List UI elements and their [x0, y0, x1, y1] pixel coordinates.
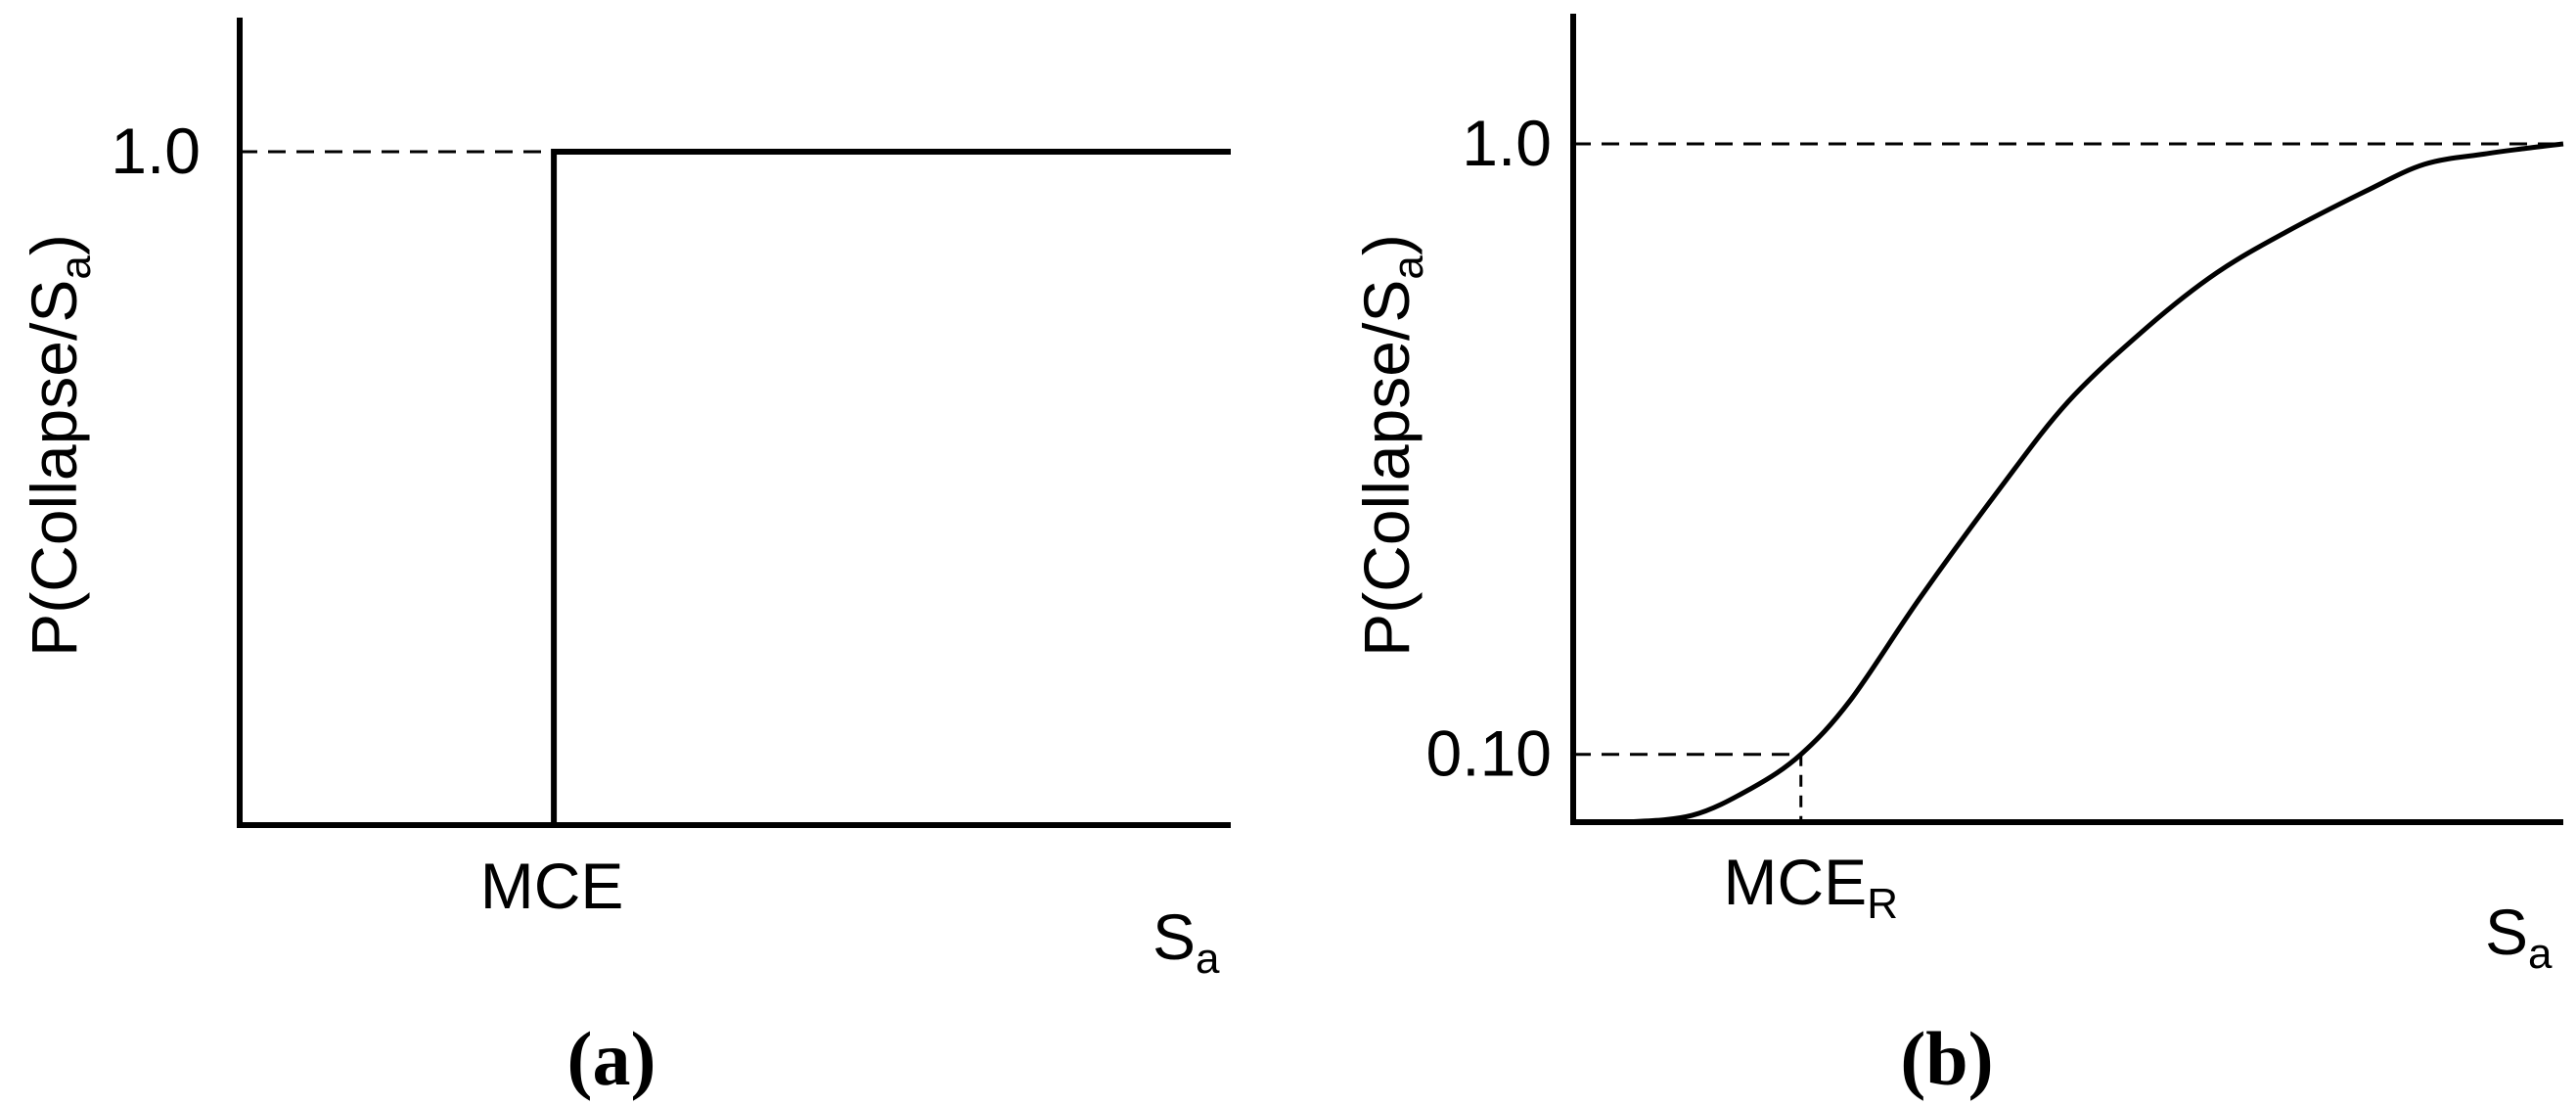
panel-b-fragility-curve [1572, 141, 2564, 826]
panel-b-x-axis-label: Sa [2485, 896, 2553, 978]
panel-a-x-tick-label: MCE [480, 850, 624, 922]
panel-b-label: (b) [1900, 1016, 1993, 1101]
panel-b-y-tick-label-1: 1.0 [1462, 107, 1552, 179]
panel-b-y-axis-label: P(Collapse/Sa) [1350, 234, 1432, 657]
panel-b-y-tick-label-0.10: 0.10 [1426, 717, 1552, 790]
panel-a-x-axis-label: Sa [1152, 900, 1220, 983]
panel-a-y-tick-label: 1.0 [111, 115, 201, 187]
panel-b: 1.0 0.10 MCER P(Collapse/Sa) Sa (b) [1350, 14, 2564, 1101]
panel-a-fragility-step [240, 149, 1231, 828]
panel-a: 1.0 MCE P(Collapse/Sa) Sa (a) [18, 18, 1231, 1101]
panel-a-label: (a) [567, 1016, 656, 1101]
panel-b-x-tick-label: MCER [1724, 846, 1898, 928]
panel-a-y-axis-label: P(Collapse/Sa) [18, 234, 100, 657]
